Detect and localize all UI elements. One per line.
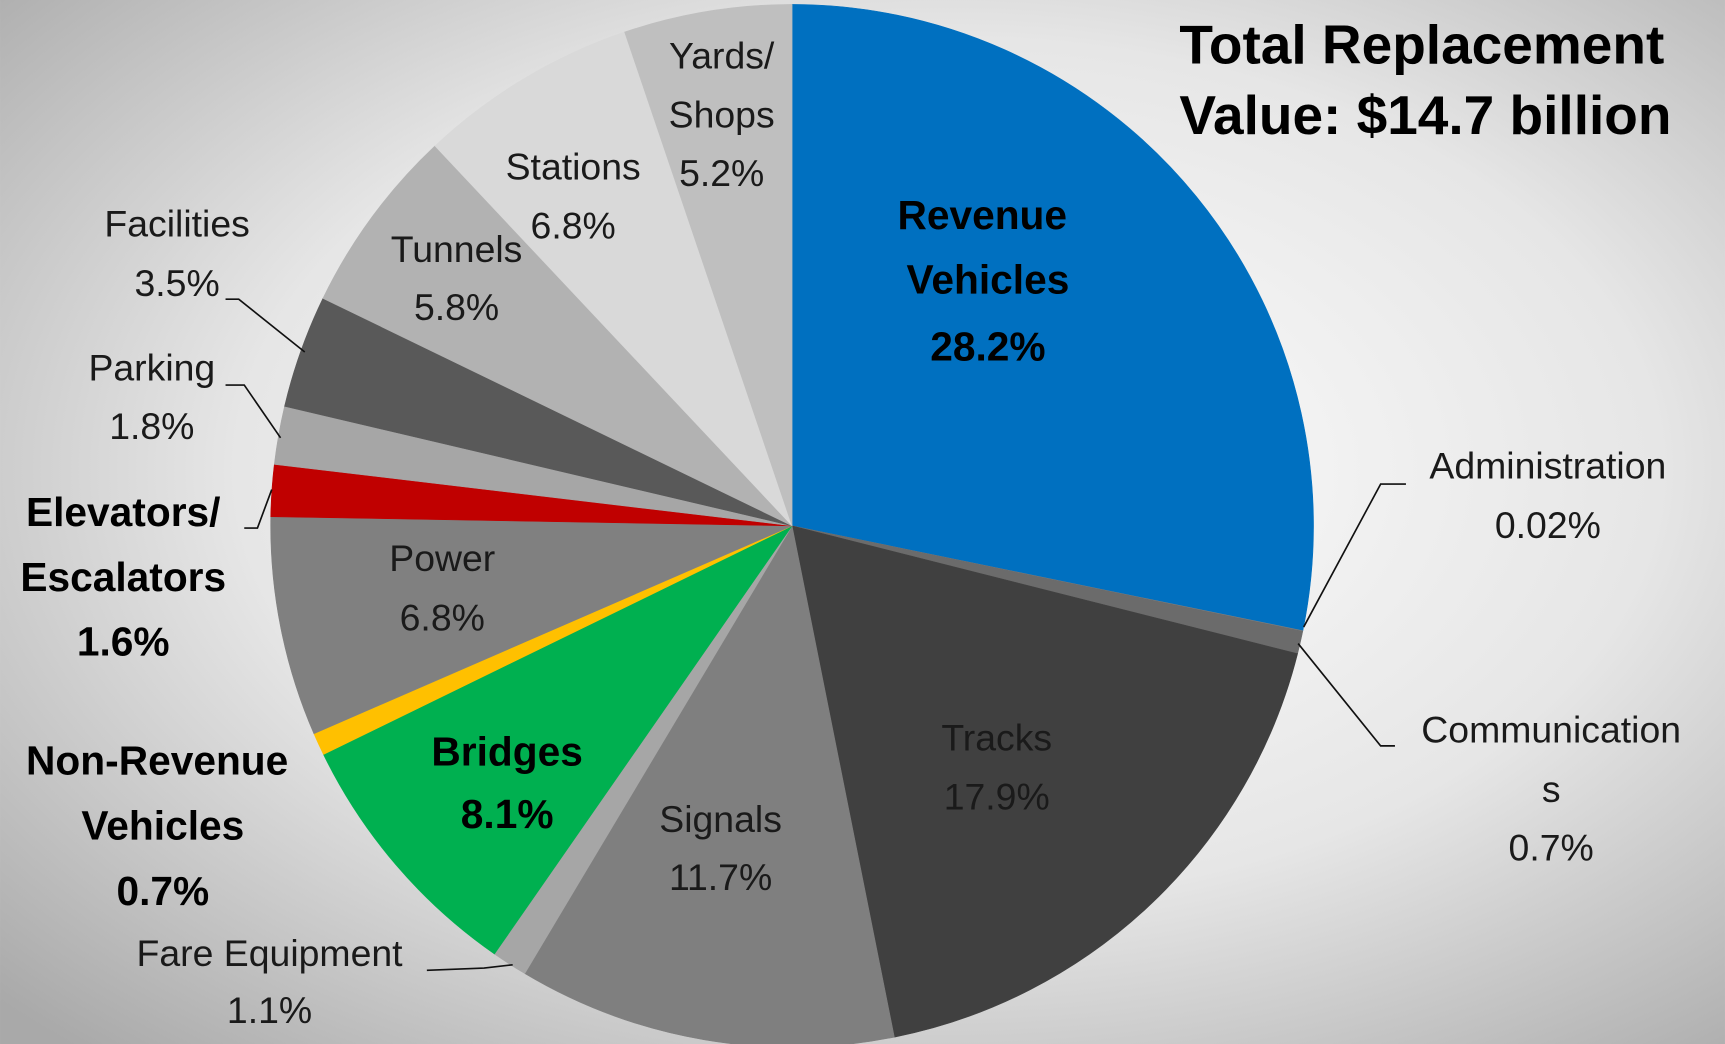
leader-line — [1302, 483, 1406, 628]
text-line: Power — [389, 537, 495, 579]
text-line: Non-Revenue — [26, 737, 300, 783]
slice-label: Non-Revenue Vehicles — [26, 737, 300, 848]
text-line: s — [1542, 768, 1561, 810]
pie-slice — [524, 525, 895, 1044]
value-label: 3.5% — [135, 262, 220, 304]
text-line: Fare Equipment — [137, 932, 404, 974]
labels: Revenue Vehicles 28.2% Administration 0.02%… — [20, 34, 1681, 1031]
text-line: Facilities — [104, 202, 249, 244]
pie-slice — [791, 525, 1298, 1038]
slice-label: Communication s — [1421, 709, 1681, 810]
slice-label: Revenue Vehicles — [897, 192, 1078, 303]
text-line: Parking — [88, 347, 215, 389]
value-label: 0.02% — [1495, 504, 1601, 546]
leader-line — [244, 489, 273, 529]
pie-slice — [791, 4, 1314, 632]
leader-line — [1297, 643, 1395, 747]
slice-label: Elevators/Escalators — [20, 489, 226, 600]
leader-line — [225, 384, 282, 439]
pie — [270, 4, 1314, 1044]
text-line: Bridges — [431, 728, 582, 774]
slice-label: Yards/Shops — [669, 34, 775, 135]
slice-label: Facilities — [104, 202, 249, 244]
text-line: Escalators — [20, 554, 226, 600]
slice-label: Bridges — [431, 728, 582, 774]
text-line: Communication — [1421, 709, 1681, 751]
text-line: Stations — [506, 145, 641, 187]
value-label: 5.2% — [679, 152, 764, 194]
text-line: Vehicles — [906, 256, 1069, 302]
text-line: Tracks — [941, 716, 1052, 758]
value-label: 5.8% — [414, 286, 499, 328]
value-label: 1.8% — [109, 405, 194, 447]
chart-title: Total Replacement Value: $14.7 billion — [1179, 13, 1679, 145]
value-label: 0.7% — [1509, 826, 1594, 868]
slice-label: Stations — [506, 145, 641, 187]
leader-line — [426, 963, 513, 972]
text-line: Revenue — [897, 192, 1078, 238]
slice-label: Tunnels — [391, 228, 523, 270]
slice-label: Tracks — [941, 716, 1052, 758]
value-label: 1.6% — [77, 618, 170, 664]
slice-label: Fare Equipment — [137, 932, 404, 974]
text-line: Total Replacement — [1179, 13, 1679, 75]
leader-lines — [225, 298, 1406, 972]
leader-line — [225, 298, 306, 353]
slice-label: Parking — [88, 347, 215, 389]
pie-slice — [624, 4, 793, 526]
value-label: 1.1% — [227, 989, 312, 1031]
value-label: 0.7% — [116, 868, 209, 914]
text-line: Yards/ — [669, 34, 775, 76]
pie-slice — [270, 516, 793, 735]
text-line: Elevators/ — [26, 489, 221, 535]
pie-slice — [434, 31, 793, 527]
text-line: Vehicles — [81, 802, 244, 848]
value-label: 6.8% — [531, 205, 616, 247]
text-line: Value: $14.7 billion — [1179, 83, 1671, 145]
slice-label: Signals — [659, 798, 782, 840]
slice-label: Power — [389, 537, 495, 579]
text-line: Tunnels — [391, 228, 523, 270]
slice-label: Administration — [1429, 445, 1666, 487]
value-label: 17.9% — [944, 776, 1050, 818]
text-line: Shops — [669, 94, 775, 136]
value-label: 11.7% — [669, 856, 772, 898]
value-label: 28.2% — [930, 324, 1045, 370]
value-label: 6.8% — [400, 596, 485, 638]
pie-slice — [322, 145, 793, 527]
text-line: Administration — [1429, 445, 1666, 487]
text-line: Signals — [659, 798, 782, 840]
pie-slice — [323, 525, 793, 955]
value-label: 8.1% — [461, 791, 554, 837]
